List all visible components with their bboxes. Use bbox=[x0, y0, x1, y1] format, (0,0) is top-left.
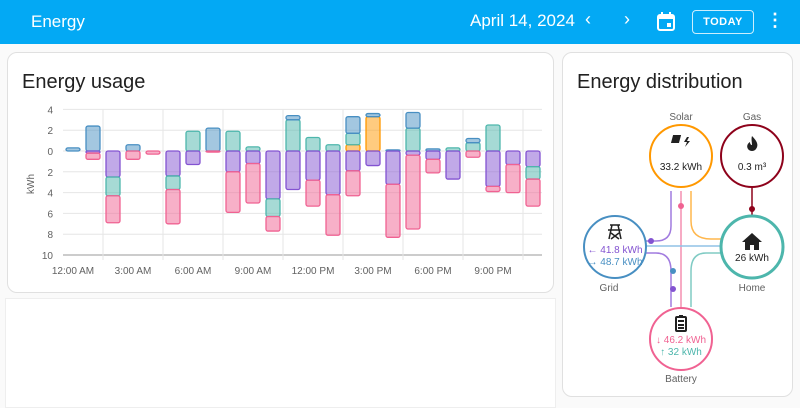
bar-segment-grid bbox=[465, 137, 481, 144]
grid-label: Grid bbox=[600, 283, 619, 294]
battery-out-value: ↑ 32 kWh bbox=[660, 347, 702, 358]
x-tick-label: 9:00 AM bbox=[235, 266, 272, 277]
home-label: Home bbox=[739, 283, 766, 294]
distribution-diagram: Solar Gas Grid Home Battery 33.2 kWh 0.3… bbox=[583, 112, 785, 385]
date-label: April 14, 2024 bbox=[470, 11, 575, 30]
battery-node[interactable] bbox=[649, 307, 713, 371]
energy-distribution-card: Energy distribution Solar Gas Grid Home … bbox=[562, 52, 793, 397]
y-tick-label: 6 bbox=[47, 209, 53, 220]
x-tick-label: 12:00 PM bbox=[292, 266, 335, 277]
x-tick-label: 6:00 PM bbox=[414, 266, 451, 277]
x-tick-label: 12:00 AM bbox=[52, 266, 94, 277]
bar-segment-grid bbox=[345, 116, 361, 134]
y-axis-label: kWh bbox=[26, 174, 37, 194]
bar-segment-battery bbox=[105, 195, 121, 224]
bar-segment-battery bbox=[205, 150, 221, 153]
grid-export-value: → 48.7 kWh bbox=[587, 257, 642, 268]
y-tick-label: 2 bbox=[47, 168, 53, 179]
card-title: Energy distribution bbox=[577, 71, 743, 93]
y-tick-label: 4 bbox=[47, 105, 53, 116]
bar-segment-battery bbox=[345, 170, 361, 197]
bar-segment-grid bbox=[285, 114, 301, 121]
bar-segment-battery bbox=[85, 152, 101, 160]
bar-segment-battery bbox=[265, 215, 281, 232]
calendar-icon[interactable] bbox=[657, 12, 675, 31]
page-title: Energy bbox=[31, 12, 85, 31]
energy-usage-card: Energy usage 4 2 0 2 4 6 8 10 kWh 12:00 AM 3:00 AM… bbox=[7, 52, 554, 293]
bar-segment-grid bbox=[405, 111, 421, 129]
y-tick-label: 4 bbox=[47, 189, 53, 200]
x-tick-label: 6:00 AM bbox=[175, 266, 212, 277]
top-bar: Energy April 14, 2024 ‹ › TODAY ⋮ bbox=[0, 0, 800, 44]
bar-segment-battery bbox=[505, 163, 521, 194]
grid-node[interactable] bbox=[583, 215, 647, 279]
bar-segment-battery bbox=[165, 188, 181, 225]
previous-day-button[interactable]: ‹ bbox=[585, 9, 591, 29]
x-tick-label: 3:00 AM bbox=[115, 266, 152, 277]
home-value: 26 kWh bbox=[735, 253, 769, 264]
bar-segment-return bbox=[185, 150, 201, 166]
x-tick-label: 3:00 PM bbox=[354, 266, 391, 277]
more-vertical-icon[interactable]: ⋮ bbox=[766, 10, 784, 30]
home-icon bbox=[742, 233, 762, 250]
bar-segment-return bbox=[285, 150, 301, 191]
empty-card bbox=[5, 298, 556, 408]
bar-segment-battery bbox=[305, 179, 321, 207]
solar-label: Solar bbox=[669, 112, 693, 123]
bar-segment-return bbox=[445, 150, 461, 180]
bar-segment-battery bbox=[465, 150, 481, 158]
bar-segment-battery bbox=[225, 171, 241, 214]
bar-segment-battery bbox=[325, 194, 341, 236]
card-title: Energy usage bbox=[22, 71, 146, 93]
bar-segment-return bbox=[365, 150, 381, 167]
solar-node[interactable] bbox=[649, 124, 713, 188]
bar-segment-battery bbox=[385, 183, 401, 238]
gas-value: 0.3 m³ bbox=[738, 162, 767, 173]
bar-segment-battery bbox=[405, 154, 421, 230]
y-tick-label: 0 bbox=[47, 147, 53, 158]
bar-segment-battery bbox=[125, 150, 141, 160]
solar-power-icon bbox=[670, 135, 690, 147]
home-node[interactable] bbox=[719, 214, 785, 280]
battery-icon bbox=[675, 315, 687, 332]
solar-value: 33.2 kWh bbox=[660, 162, 702, 173]
energy-usage-chart: 4 2 0 2 4 6 8 10 kWh 12:00 AM 3:00 AM 6:00 AM 9:00 A… bbox=[26, 105, 542, 277]
gas-label: Gas bbox=[743, 112, 761, 123]
today-button[interactable]: TODAY bbox=[692, 10, 754, 34]
bar-segment-battery bbox=[485, 185, 501, 193]
y-tick-label: 2 bbox=[47, 126, 53, 137]
y-tick-label: 8 bbox=[47, 230, 53, 241]
bar-segment-battery bbox=[525, 178, 541, 207]
x-tick-label: 9:00 PM bbox=[474, 266, 511, 277]
grid-import-value: ← 41.8 kWh bbox=[587, 245, 642, 256]
bar-segment-battery bbox=[425, 158, 441, 174]
battery-label: Battery bbox=[665, 374, 697, 385]
battery-in-value: ↓ 46.2 kWh bbox=[656, 335, 706, 346]
y-tick-label: 10 bbox=[42, 251, 54, 262]
bar-segment-battery bbox=[145, 150, 161, 155]
fire-icon bbox=[747, 136, 758, 151]
gas-node[interactable] bbox=[720, 124, 784, 188]
next-day-button[interactable]: › bbox=[624, 9, 630, 29]
bar-segment-battery bbox=[245, 162, 261, 204]
bar-segment-grid bbox=[65, 147, 81, 152]
transmission-tower-icon bbox=[608, 224, 622, 240]
bar-segment-grid bbox=[365, 112, 381, 118]
